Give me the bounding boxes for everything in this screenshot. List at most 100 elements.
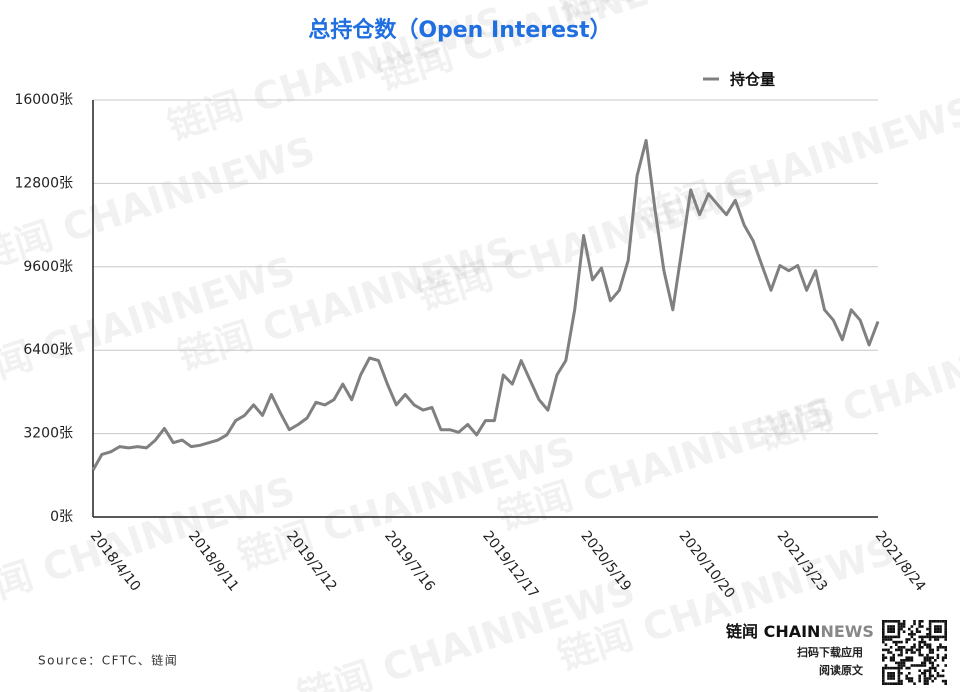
qr-cell bbox=[889, 638, 893, 641]
qr-cell bbox=[926, 679, 929, 683]
qr-cell bbox=[931, 648, 934, 652]
qr-cell bbox=[889, 659, 893, 662]
qr-cell bbox=[889, 677, 893, 680]
watermark: 链闻 CHAINNEWS bbox=[372, 0, 720, 99]
qr-cell bbox=[887, 651, 890, 654]
qr-cell bbox=[905, 648, 908, 652]
qr-cell bbox=[902, 661, 906, 665]
qr-cell bbox=[884, 682, 888, 685]
qr-cell bbox=[936, 635, 940, 639]
qr-cell bbox=[941, 620, 945, 623]
qr-cell bbox=[939, 630, 942, 633]
qr-cell bbox=[921, 625, 924, 628]
qr-cell bbox=[908, 633, 911, 636]
qr-cell bbox=[900, 651, 903, 654]
brand-main: 链闻 CHAIN bbox=[726, 622, 820, 641]
qr-cell bbox=[921, 646, 924, 649]
qr-cell bbox=[923, 674, 927, 678]
qr-cell bbox=[928, 672, 932, 675]
qr-cell bbox=[921, 620, 924, 623]
qr-cell bbox=[887, 630, 890, 633]
qr-cell bbox=[897, 622, 901, 626]
qr-cell bbox=[882, 682, 885, 685]
qr-cell bbox=[934, 669, 937, 672]
qr-cell bbox=[910, 630, 914, 633]
qr-cell bbox=[889, 674, 893, 678]
watermark: 链闻 CHAINNEWS bbox=[752, 308, 960, 458]
qr-cell bbox=[913, 682, 916, 685]
y-tick-label: 6400张 bbox=[23, 342, 73, 358]
qr-cell bbox=[892, 620, 895, 623]
qr-cell bbox=[897, 679, 901, 683]
qr-cell bbox=[897, 674, 901, 678]
qr-cell bbox=[905, 656, 908, 659]
qr-cell bbox=[936, 627, 940, 631]
qr-cell bbox=[944, 633, 947, 636]
qr-cell bbox=[941, 669, 945, 672]
qr-cell bbox=[892, 653, 895, 657]
qr-cell bbox=[934, 630, 937, 633]
qr-cell bbox=[923, 669, 927, 672]
qr-cell bbox=[887, 625, 890, 628]
qr-cell bbox=[897, 653, 901, 657]
qr-cell bbox=[908, 656, 911, 659]
qr-cell bbox=[941, 674, 945, 678]
qr-cell bbox=[897, 682, 901, 685]
qr-cell bbox=[928, 630, 932, 633]
qr-cell bbox=[884, 656, 888, 659]
qr-cell bbox=[884, 643, 888, 646]
qr-cell bbox=[900, 627, 903, 631]
qr-cell bbox=[921, 653, 924, 657]
qr-cell bbox=[918, 664, 921, 667]
qr-cell bbox=[892, 659, 895, 662]
qr-cell bbox=[910, 664, 914, 667]
qr-cell bbox=[944, 653, 947, 657]
qr-cell bbox=[936, 648, 940, 652]
qr-cell bbox=[936, 646, 940, 649]
qr-cell bbox=[939, 635, 942, 639]
qr-cell bbox=[900, 625, 903, 628]
qr-cell bbox=[918, 679, 921, 683]
qr-cell bbox=[931, 656, 934, 659]
qr-cell bbox=[944, 627, 947, 631]
qr-cell bbox=[926, 656, 929, 659]
qr-cell bbox=[892, 625, 895, 628]
qr-cell bbox=[910, 635, 914, 639]
qr-cell bbox=[900, 666, 903, 670]
qr-cell bbox=[928, 648, 932, 652]
qr-cell bbox=[926, 677, 929, 680]
qr-cell bbox=[918, 646, 921, 649]
qr-cell bbox=[936, 630, 940, 633]
qr-cell bbox=[918, 622, 921, 626]
qr-cell bbox=[936, 672, 940, 675]
qr-cell bbox=[918, 635, 921, 639]
qr-cell bbox=[900, 679, 903, 683]
qr-cell bbox=[928, 674, 932, 678]
data-line bbox=[91, 138, 880, 471]
qr-cell bbox=[944, 656, 947, 659]
qr-cell bbox=[931, 679, 934, 683]
qr-cell bbox=[934, 635, 937, 639]
qr-cell bbox=[892, 677, 895, 680]
qr-cell bbox=[944, 630, 947, 633]
qr-cell bbox=[884, 638, 888, 641]
qr-cell bbox=[923, 682, 927, 685]
qr-cell bbox=[934, 638, 937, 641]
qr-cell bbox=[936, 664, 940, 667]
qr-cell bbox=[905, 677, 908, 680]
qr-cell bbox=[908, 648, 911, 652]
qr-cell bbox=[928, 677, 932, 680]
qr-cell bbox=[908, 659, 911, 662]
qr-cell bbox=[923, 643, 927, 646]
qr-cell bbox=[918, 651, 921, 654]
qr-cell bbox=[944, 679, 947, 683]
qr-cell bbox=[921, 638, 924, 641]
qr-cell bbox=[944, 635, 947, 639]
qr-cell bbox=[902, 664, 906, 667]
qr-cell bbox=[900, 646, 903, 649]
qr-cell bbox=[931, 661, 934, 665]
qr-cell bbox=[892, 666, 895, 670]
qr-cell bbox=[882, 638, 885, 641]
qr-cell bbox=[908, 677, 911, 680]
source: Source：CFTC、链闻 bbox=[38, 653, 178, 668]
